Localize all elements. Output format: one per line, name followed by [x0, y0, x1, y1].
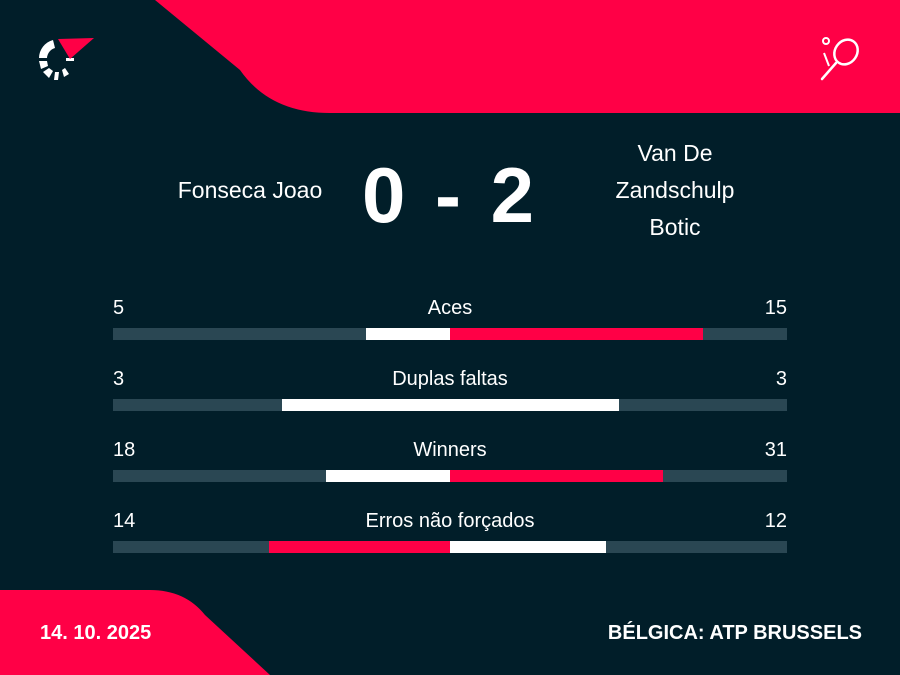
home-stat-bar	[268, 541, 450, 553]
stat-label: Winners	[413, 439, 487, 461]
stat-bar-track	[113, 470, 787, 482]
stat-label: Erros não forçados	[365, 510, 535, 532]
home-player-name[interactable]: Fonseca Joao	[177, 177, 323, 203]
away-stat-value: 12	[764, 510, 787, 532]
away-stat-value: 15	[764, 297, 787, 319]
stat-label: Aces	[427, 297, 473, 319]
stat-bar-track	[113, 399, 787, 411]
stat-bar-track	[113, 328, 787, 340]
stat-row: 18 Winners 31	[113, 438, 787, 488]
away-player-name[interactable]: Van De Zandschulp Botic	[615, 140, 735, 240]
flashscore-logo-icon	[39, 38, 94, 80]
home-stat-value: 3	[113, 368, 125, 390]
away-stat-bar	[450, 541, 606, 553]
stat-row: 5 Aces 15	[113, 296, 787, 346]
home-stat-bar	[281, 399, 450, 411]
stat-row: 3 Duplas faltas 3	[113, 367, 787, 417]
header-banner	[155, 0, 900, 113]
away-stat-bar	[450, 470, 664, 482]
away-stat-value: 3	[775, 368, 787, 390]
away-stat-bar	[450, 328, 703, 340]
home-stat-value: 18	[113, 439, 136, 461]
home-stat-bar	[326, 470, 450, 482]
tournament-name[interactable]: BÉLGICA: ATP BRUSSELS	[607, 622, 862, 644]
stat-label: Duplas faltas	[392, 368, 508, 390]
home-stat-value: 5	[113, 297, 125, 319]
away-stat-bar	[450, 399, 619, 411]
footer-banner	[0, 590, 270, 675]
home-stat-value: 14	[113, 510, 136, 532]
tennis-racket-icon	[820, 37, 859, 81]
match-score: 0 - 2	[361, 151, 539, 239]
match-date: 14. 10. 2025	[40, 622, 152, 644]
home-stat-bar	[365, 328, 450, 340]
stat-row: 14 Erros não forçados 12	[113, 509, 787, 559]
stat-bar-track	[113, 541, 787, 553]
away-stat-value: 31	[764, 439, 787, 461]
